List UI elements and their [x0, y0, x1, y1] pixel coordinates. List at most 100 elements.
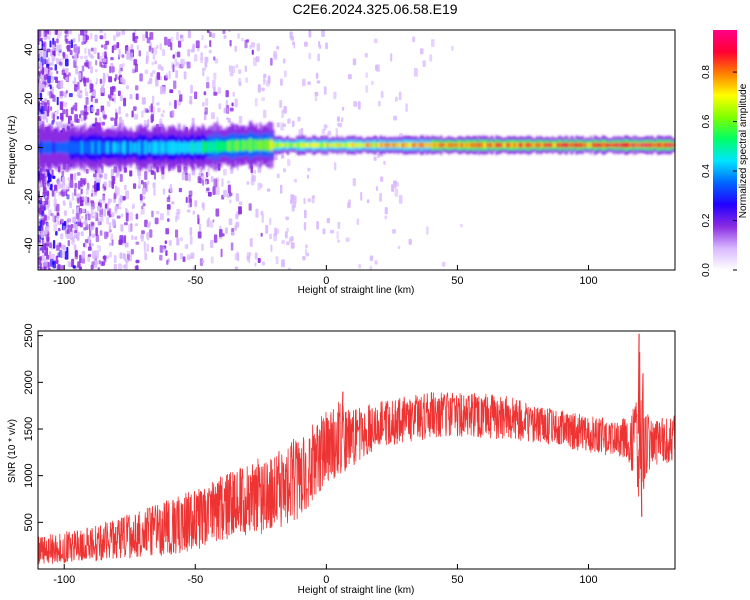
heatmap-cell: [429, 142, 432, 148]
heatmap-cell: [448, 142, 451, 148]
heatmap-cell: [51, 164, 55, 168]
heatmap-cell: [233, 227, 238, 231]
heatmap-cell: [413, 68, 418, 77]
heatmap-cell: [255, 138, 258, 152]
heatmap-cell: [460, 223, 463, 228]
heatmap-cell: [364, 120, 368, 126]
heatmap-cell: [462, 142, 465, 148]
heatmap-cell: [340, 142, 343, 148]
heatmap-cell: [614, 143, 617, 147]
heatmap-cell: [373, 156, 377, 161]
heatmap-cell: [343, 142, 346, 148]
heatmap-cell: [648, 143, 651, 148]
heatmap-cell: [277, 90, 282, 95]
heatmap-cell: [170, 141, 173, 154]
heatmap-cell: [365, 85, 369, 93]
colorbar-tick-label: 0.8: [701, 65, 712, 79]
heatmap-cell: [267, 140, 270, 151]
heatmap-cell: [153, 188, 156, 196]
heatmap-cell: [423, 142, 426, 148]
heatmap-cell: [81, 141, 84, 154]
heatmap-cell: [366, 142, 369, 148]
heatmap-cell: [375, 64, 378, 71]
heatmap-cell: [281, 259, 285, 268]
heatmap-cell: [64, 101, 68, 108]
heatmap-cell: [303, 221, 307, 231]
heatmap-cell: [179, 142, 182, 153]
heatmap-cell: [216, 116, 219, 124]
heatmap-cell: [461, 142, 464, 148]
heatmap-cell: [411, 142, 414, 148]
heatmap-cell: [60, 80, 64, 89]
heatmap-cell: [190, 48, 195, 53]
heatmap-cell: [483, 142, 486, 148]
heatmap-cell: [120, 67, 123, 72]
heatmap-cell: [205, 82, 210, 89]
heatmap-cell: [125, 113, 129, 118]
heatmap-cell: [284, 231, 288, 239]
heatmap-cell: [60, 184, 64, 189]
heatmap-cell: [453, 142, 456, 148]
heatmap-cell: [100, 141, 103, 154]
heatmap-cell: [227, 118, 231, 123]
heatmap-cell: [44, 225, 48, 235]
heatmap-cell: [180, 34, 184, 42]
heatmap-cell: [85, 78, 90, 83]
heatmap-cell: [95, 68, 98, 73]
heatmap-cell: [123, 97, 127, 107]
heatmap-cell: [112, 142, 115, 153]
heatmap-cell: [440, 142, 443, 149]
heatmap-cell: [201, 101, 205, 107]
heatmap-cell: [209, 220, 214, 228]
heatmap-cell: [263, 79, 266, 85]
heatmap-cell: [247, 139, 250, 151]
heatmap-cell: [47, 215, 50, 221]
heatmap-cell: [143, 248, 147, 254]
heatmap-cell: [254, 262, 257, 267]
heatmap-cell: [563, 143, 566, 147]
heatmap-cell: [181, 58, 185, 68]
heatmap-cell: [43, 258, 48, 267]
heatmap-cell: [42, 32, 45, 37]
heatmap-cell: [83, 227, 87, 231]
heatmap-cell: [213, 178, 218, 188]
heatmap-cell: [290, 242, 295, 249]
heatmap-cell: [595, 142, 597, 148]
heatmap-cell: [113, 263, 117, 270]
heatmap-cell: [116, 30, 119, 38]
heatmap-cell: [419, 142, 422, 148]
heatmap-cell: [304, 209, 307, 219]
heatmap-cell: [102, 255, 107, 260]
heatmap-cell: [283, 70, 287, 78]
heatmap-cell: [484, 142, 487, 148]
heatmap-cell: [146, 51, 149, 58]
heatmap-cell: [222, 141, 225, 152]
heatmap-cell: [200, 142, 203, 153]
heatmap-cell: [322, 142, 325, 148]
heatmap-cell: [228, 30, 231, 33]
x-tick-label: -100: [53, 574, 75, 586]
heatmap-cell: [387, 142, 390, 148]
heatmap-cell: [152, 95, 155, 105]
heatmap-cell: [327, 143, 330, 148]
heatmap-cell: [38, 72, 42, 76]
heatmap-cell: [226, 140, 229, 152]
heatmap-cell: [101, 64, 106, 68]
heatmap-cell: [369, 265, 373, 270]
heatmap-cell: [201, 174, 205, 180]
heatmap-cell: [47, 183, 51, 189]
heatmap-cell: [383, 160, 386, 165]
heatmap-cell: [237, 139, 240, 152]
heatmap-cell: [155, 79, 159, 87]
heatmap-cell: [210, 112, 215, 120]
heatmap-cell: [357, 101, 361, 110]
heatmap-cell: [182, 256, 186, 263]
heatmap-cell: [445, 142, 448, 148]
heatmap-cell: [150, 114, 155, 122]
heatmap-cell: [353, 142, 356, 149]
heatmap-cell: [246, 181, 250, 185]
heatmap-cell: [255, 56, 260, 63]
heatmap-cell: [110, 86, 114, 96]
heatmap-cell: [228, 218, 233, 226]
heatmap-cell: [47, 262, 50, 270]
